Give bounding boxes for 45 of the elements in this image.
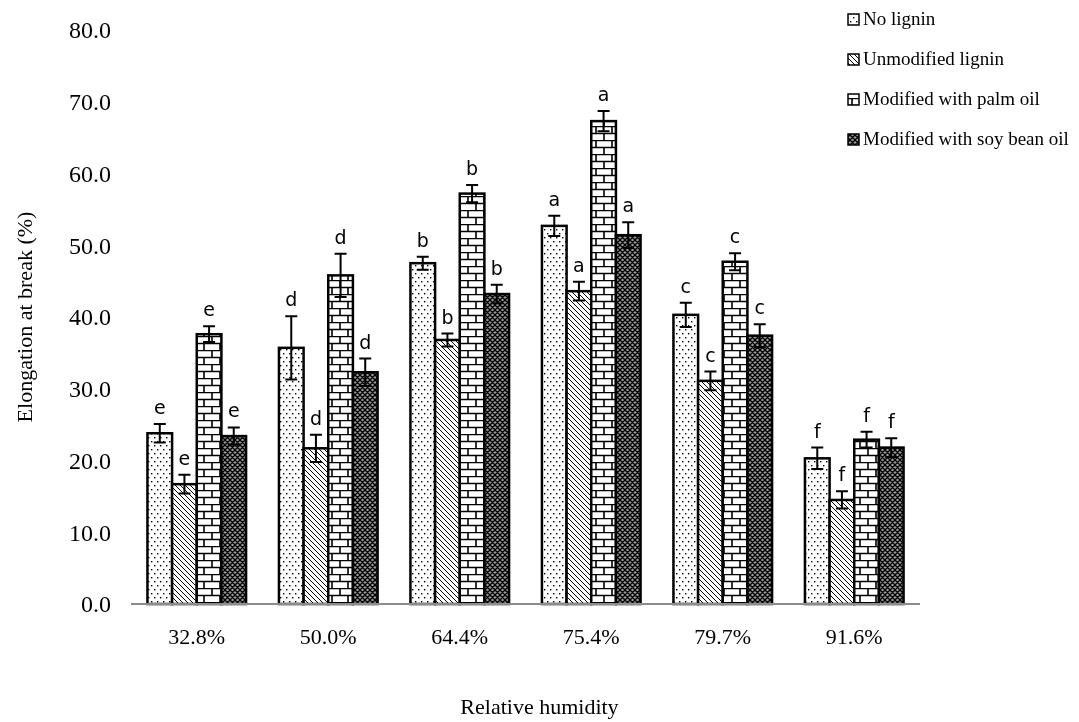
y-tick-label: 60.0 bbox=[69, 160, 111, 187]
x-tick-label: 50.0% bbox=[299, 624, 357, 649]
data-label: b bbox=[466, 156, 479, 179]
data-label: d bbox=[309, 406, 322, 429]
data-label: b bbox=[490, 256, 503, 279]
data-label: c bbox=[705, 343, 716, 366]
data-label: a bbox=[573, 253, 585, 276]
legend-label: Modified with soy bean oil bbox=[863, 128, 1069, 149]
data-label: b bbox=[441, 305, 454, 328]
data-label: a bbox=[548, 187, 561, 210]
x-tick-label: 91.6% bbox=[825, 624, 883, 649]
data-label: b bbox=[416, 228, 429, 251]
data-label: f bbox=[838, 463, 847, 486]
data-label: d bbox=[359, 330, 372, 353]
y-tick-label: 0.0 bbox=[81, 591, 111, 618]
data-label: f bbox=[863, 403, 872, 426]
y-tick-label: 30.0 bbox=[69, 376, 111, 403]
data-label: e bbox=[153, 395, 166, 418]
data-label: c bbox=[680, 274, 691, 297]
x-tick-label: 79.7% bbox=[694, 624, 752, 649]
data-label: c bbox=[729, 225, 741, 248]
y-tick-label: 20.0 bbox=[69, 447, 111, 474]
y-tick-label: 50.0 bbox=[69, 232, 111, 259]
data-label: d bbox=[285, 288, 298, 311]
x-tick-label: 75.4% bbox=[562, 624, 620, 649]
data-label: e bbox=[203, 298, 215, 321]
x-tick-label: 32.8% bbox=[168, 624, 226, 649]
legend-label: Unmodified lignin bbox=[863, 48, 1005, 69]
data-label: a bbox=[597, 83, 610, 106]
y-tick-label: 40.0 bbox=[69, 304, 111, 331]
legend-label: No lignin bbox=[863, 8, 936, 29]
y-tick-label: 70.0 bbox=[69, 89, 111, 116]
y-tick-label: 10.0 bbox=[69, 519, 111, 546]
y-axis-title: Elongation at break (%) bbox=[12, 211, 37, 423]
data-label: f bbox=[813, 419, 822, 442]
data-label: f bbox=[887, 410, 896, 433]
legend-label: Modified with palm oil bbox=[863, 88, 1040, 109]
y-tick-label: 80.0 bbox=[69, 17, 111, 44]
data-label: c bbox=[754, 296, 765, 319]
data-label: d bbox=[334, 225, 347, 248]
data-label: e bbox=[178, 446, 191, 469]
data-label: a bbox=[622, 194, 635, 217]
x-tick-label: 64.4% bbox=[431, 624, 489, 649]
data-label: e bbox=[227, 399, 240, 422]
x-axis-title: Relative humidity bbox=[460, 694, 619, 719]
